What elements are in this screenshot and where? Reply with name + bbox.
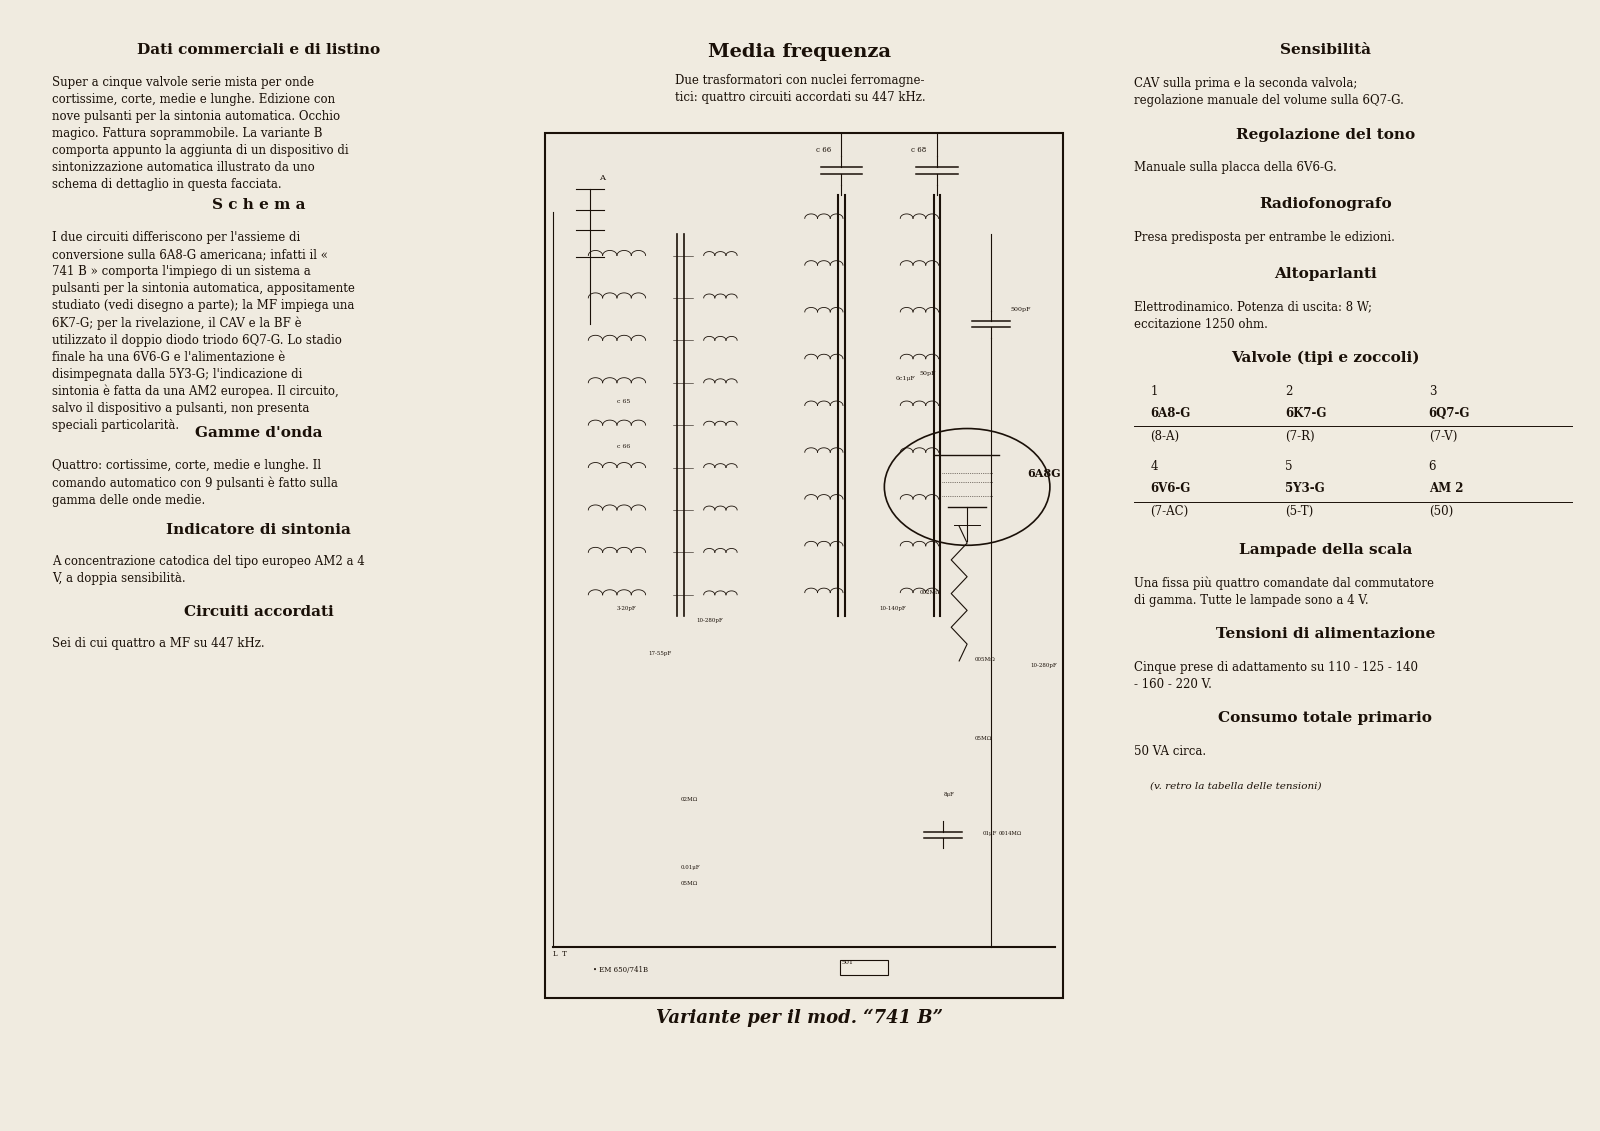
Text: c 65: c 65 — [618, 399, 630, 404]
Text: 4: 4 — [1150, 460, 1158, 473]
Text: 6A8-G: 6A8-G — [1150, 407, 1190, 421]
Text: 05MΩ: 05MΩ — [974, 735, 992, 741]
Text: c 66: c 66 — [816, 146, 830, 154]
Text: (7-R): (7-R) — [1285, 430, 1315, 442]
Text: 6A8G: 6A8G — [1027, 468, 1061, 478]
Text: Media frequenza: Media frequenza — [709, 43, 891, 61]
Text: 02MΩ: 02MΩ — [680, 797, 698, 802]
Text: Una fissa più quattro comandate dal commutatore
di gamma. Tutte le lampade sono : Una fissa più quattro comandate dal comm… — [1134, 577, 1434, 607]
Text: Tensioni di alimentazione: Tensioni di alimentazione — [1216, 628, 1435, 641]
Text: CAV sulla prima e la seconda valvola;
regolazione manuale del volume sulla 6Q7-G: CAV sulla prima e la seconda valvola; re… — [1134, 77, 1405, 107]
Text: 0014MΩ: 0014MΩ — [998, 831, 1022, 836]
Text: 17-55pF: 17-55pF — [648, 651, 672, 656]
Text: Indicatore di sintonia: Indicatore di sintonia — [166, 523, 352, 537]
Text: 5: 5 — [1285, 460, 1293, 473]
Text: A: A — [600, 174, 605, 182]
Text: 01μF: 01μF — [982, 831, 997, 836]
Text: • EM 650/741B: • EM 650/741B — [594, 966, 648, 974]
Text: I due circuiti differiscono per l'assieme di
conversione sulla 6A8-G americana; : I due circuiti differiscono per l'assiem… — [51, 231, 355, 432]
Text: (7-V): (7-V) — [1429, 430, 1458, 442]
Text: A concentrazione catodica del tipo europeo AM2 a 4
V, a doppia sensibilità.: A concentrazione catodica del tipo europ… — [51, 555, 365, 586]
FancyBboxPatch shape — [546, 133, 1062, 998]
Text: (7-AC): (7-AC) — [1150, 504, 1189, 518]
Text: 50pF: 50pF — [920, 371, 936, 375]
Text: Circuiti accordati: Circuiti accordati — [184, 605, 334, 619]
Text: 501: 501 — [842, 960, 853, 966]
Text: 002MΩ: 002MΩ — [920, 589, 941, 595]
Text: 05MΩ: 05MΩ — [680, 881, 698, 887]
Text: Variante per il mod. “741 B”: Variante per il mod. “741 B” — [656, 1009, 944, 1027]
Text: c 66: c 66 — [618, 443, 630, 449]
Text: Super a cinque valvole serie mista per onde
cortissime, corte, medie e lunghe. E: Super a cinque valvole serie mista per o… — [51, 76, 349, 191]
Text: (v. retro la tabella delle tensioni): (v. retro la tabella delle tensioni) — [1150, 782, 1322, 791]
FancyBboxPatch shape — [840, 959, 888, 975]
Text: Consumo totale primario: Consumo totale primario — [1218, 711, 1432, 725]
Text: 005MΩ: 005MΩ — [974, 657, 995, 662]
Text: Radiofonografo: Radiofonografo — [1259, 197, 1392, 211]
Text: 3-20pF: 3-20pF — [618, 606, 637, 612]
Text: Cinque prese di adattamento su 110 - 125 - 140
- 160 - 220 V.: Cinque prese di adattamento su 110 - 125… — [1134, 661, 1418, 691]
Text: Gamme d'onda: Gamme d'onda — [195, 426, 323, 440]
Text: 6K7-G: 6K7-G — [1285, 407, 1326, 421]
Text: Presa predisposta per entrambe le edizioni.: Presa predisposta per entrambe le edizio… — [1134, 231, 1395, 244]
Text: AM 2: AM 2 — [1429, 483, 1464, 495]
Text: Due trasformatori con nuclei ferromagne-
tici: quattro circuiti accordati su 447: Due trasformatori con nuclei ferromagne-… — [675, 74, 925, 104]
Text: Quattro: cortissime, corte, medie e lunghe. Il
comando automatico con 9 pulsanti: Quattro: cortissime, corte, medie e lung… — [51, 459, 338, 507]
Text: Elettrodinamico. Potenza di uscita: 8 W;
eccitazione 1250 ohm.: Elettrodinamico. Potenza di uscita: 8 W;… — [1134, 301, 1373, 330]
Text: Sei di cui quattro a MF su 447 kHz.: Sei di cui quattro a MF su 447 kHz. — [51, 638, 264, 650]
Text: 10-280pF: 10-280pF — [696, 618, 723, 623]
Text: Altoparlanti: Altoparlanti — [1274, 267, 1376, 280]
Text: 6: 6 — [1429, 460, 1437, 473]
Text: Dati commerciali e di listino: Dati commerciali e di listino — [138, 43, 381, 58]
Text: 8μF: 8μF — [944, 792, 954, 796]
Text: 50 VA circa.: 50 VA circa. — [1134, 745, 1206, 758]
Text: L  T: L T — [554, 950, 566, 958]
Text: Lampade della scala: Lampade della scala — [1238, 543, 1411, 558]
Text: (5-T): (5-T) — [1285, 504, 1314, 518]
Text: 10-140pF: 10-140pF — [880, 606, 906, 612]
Text: 1: 1 — [1150, 385, 1157, 398]
Text: (8-A): (8-A) — [1150, 430, 1179, 442]
Text: Valvole (tipi e zoccoli): Valvole (tipi e zoccoli) — [1230, 351, 1419, 365]
Text: 5Y3-G: 5Y3-G — [1285, 483, 1325, 495]
Text: 6Q7-G: 6Q7-G — [1429, 407, 1470, 421]
Text: 3: 3 — [1429, 385, 1437, 398]
Text: 2: 2 — [1285, 385, 1293, 398]
Text: 500pF: 500pF — [1010, 307, 1030, 312]
Text: 0c1μF: 0c1μF — [896, 377, 915, 381]
Text: Regolazione del tono: Regolazione del tono — [1235, 128, 1414, 141]
Text: Sensibilità: Sensibilità — [1280, 43, 1371, 58]
Text: 0.01μF: 0.01μF — [680, 864, 701, 870]
Text: 10-280pF: 10-280pF — [1030, 663, 1058, 667]
Text: c 68: c 68 — [912, 146, 926, 154]
Text: S c h e m a: S c h e m a — [213, 198, 306, 213]
Text: (50): (50) — [1429, 504, 1453, 518]
Text: 6V6-G: 6V6-G — [1150, 483, 1190, 495]
Text: Manuale sulla placca della 6V6-G.: Manuale sulla placca della 6V6-G. — [1134, 162, 1338, 174]
